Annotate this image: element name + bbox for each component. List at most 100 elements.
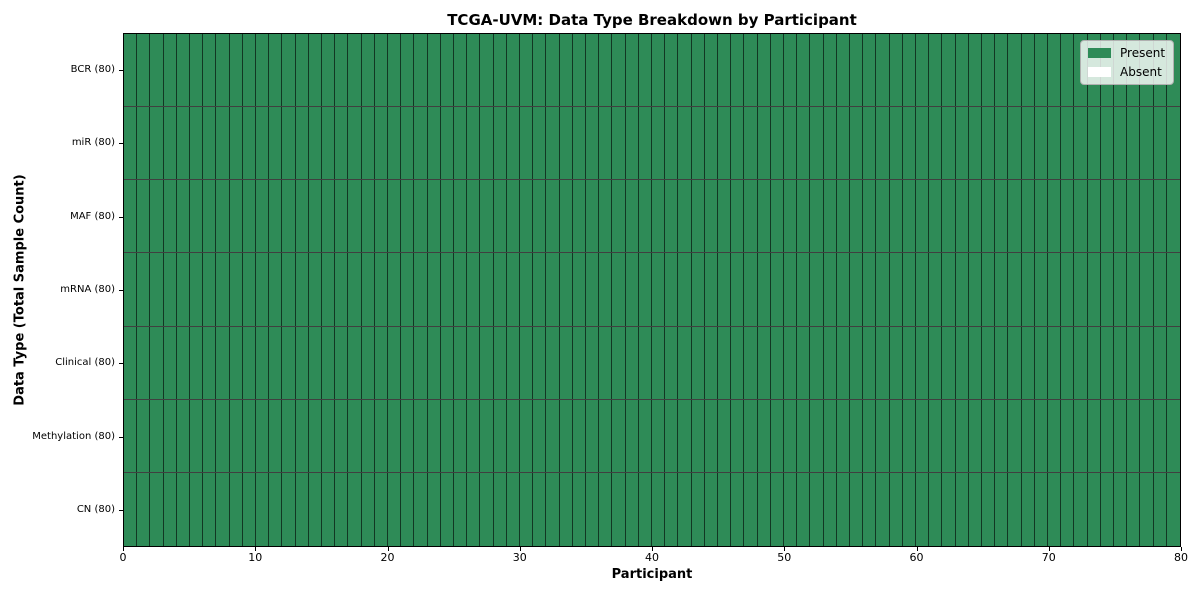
heatmap-cell	[638, 326, 652, 399]
heatmap-cell	[968, 107, 982, 180]
heatmap-cell	[427, 34, 441, 107]
heatmap-cell	[414, 107, 428, 180]
heatmap-cell	[361, 107, 375, 180]
heatmap-cell	[361, 472, 375, 546]
heatmap-cell	[955, 472, 969, 546]
heatmap-cell	[124, 180, 138, 253]
heatmap-cell	[414, 472, 428, 546]
heatmap-cell	[704, 472, 718, 546]
heatmap-cell	[836, 253, 850, 326]
legend: Present Absent	[1080, 40, 1174, 85]
heatmap-cell	[955, 253, 969, 326]
heatmap-cell	[625, 326, 639, 399]
heatmap-cell	[269, 472, 283, 546]
heatmap-cell	[863, 399, 877, 472]
heatmap-cell	[1100, 253, 1114, 326]
y-tick-label: miR (80)	[71, 137, 115, 149]
heatmap-cell	[387, 107, 402, 180]
heatmap-cell	[968, 399, 982, 472]
heatmap-cell	[533, 180, 547, 253]
heatmap-cell	[638, 253, 652, 326]
heatmap-cell	[731, 326, 745, 399]
x-tick-mark	[1181, 547, 1182, 551]
heatmap-cell	[638, 34, 652, 107]
heatmap-cell	[823, 180, 837, 253]
heatmap-cell	[506, 253, 520, 326]
heatmap-cell	[361, 399, 375, 472]
heatmap-cell	[440, 180, 454, 253]
x-tick-mark	[784, 547, 786, 551]
heatmap-cell	[770, 253, 784, 326]
heatmap-cell	[1061, 107, 1075, 180]
heatmap-cell	[585, 472, 600, 546]
heatmap-cell	[678, 253, 692, 326]
heatmap-cell	[255, 253, 270, 326]
heatmap-cell	[295, 107, 309, 180]
heatmap-cell	[704, 107, 718, 180]
heatmap-cell	[717, 326, 732, 399]
heatmap-cell	[612, 253, 626, 326]
heatmap-cell	[942, 326, 956, 399]
heatmap-cell	[519, 180, 534, 253]
heatmap-cell	[282, 326, 296, 399]
heatmap-cell	[572, 399, 586, 472]
heatmap-cell	[401, 34, 415, 107]
heatmap-cell	[836, 326, 850, 399]
heatmap-cell	[691, 326, 705, 399]
heatmap-cell	[546, 180, 560, 253]
heatmap-cell	[493, 399, 507, 472]
heatmap-row	[124, 180, 1180, 254]
heatmap-cell	[1153, 399, 1167, 472]
heatmap-cell	[216, 253, 230, 326]
heatmap-cell	[797, 253, 811, 326]
heatmap-cell	[1153, 326, 1167, 399]
heatmap-cell	[374, 253, 388, 326]
heatmap-cell	[744, 253, 758, 326]
heatmap-cell	[638, 180, 652, 253]
heatmap-cell	[1034, 326, 1048, 399]
heatmap-cell	[1008, 107, 1022, 180]
heatmap-cell	[506, 326, 520, 399]
heatmap-cell	[427, 472, 441, 546]
heatmap-cell	[902, 399, 916, 472]
heatmap-cell	[585, 180, 600, 253]
plot-area	[123, 33, 1181, 547]
heatmap-cell	[863, 472, 877, 546]
heatmap-cell	[308, 326, 322, 399]
heatmap-cell	[876, 326, 890, 399]
heatmap-cell	[995, 399, 1009, 472]
heatmap-cell	[1100, 107, 1114, 180]
heatmap-cell	[255, 326, 270, 399]
heatmap-cell	[1021, 34, 1035, 107]
heatmap-cell	[1008, 180, 1022, 253]
heatmap-cell	[176, 180, 190, 253]
heatmap-cell	[717, 180, 732, 253]
heatmap-cell	[163, 180, 177, 253]
heatmap-cell	[691, 399, 705, 472]
heatmap-cell	[836, 399, 850, 472]
x-tick-label: 50	[777, 551, 792, 564]
heatmap-cell	[929, 472, 943, 546]
heatmap-cell	[255, 180, 270, 253]
heatmap-cell	[1127, 326, 1141, 399]
heatmap-cell	[981, 180, 996, 253]
x-tick-label: 80	[1174, 551, 1188, 564]
heatmap-cell	[361, 326, 375, 399]
heatmap-cell	[797, 34, 811, 107]
heatmap-cell	[480, 34, 494, 107]
heatmap-cell	[1047, 326, 1062, 399]
heatmap-cell	[625, 180, 639, 253]
heatmap-cell	[282, 34, 296, 107]
heatmap-cell	[744, 34, 758, 107]
heatmap-cell	[797, 472, 811, 546]
heatmap-cell	[704, 399, 718, 472]
heatmap-cell	[665, 472, 679, 546]
heatmap-cell	[717, 34, 732, 107]
heatmap-row	[124, 34, 1180, 108]
heatmap-cell	[1100, 472, 1114, 546]
y-tick-label: Clinical (80)	[55, 357, 115, 369]
heatmap-cell	[467, 253, 481, 326]
heatmap-cell	[216, 107, 230, 180]
heatmap-cell	[783, 180, 798, 253]
heatmap-cell	[731, 180, 745, 253]
